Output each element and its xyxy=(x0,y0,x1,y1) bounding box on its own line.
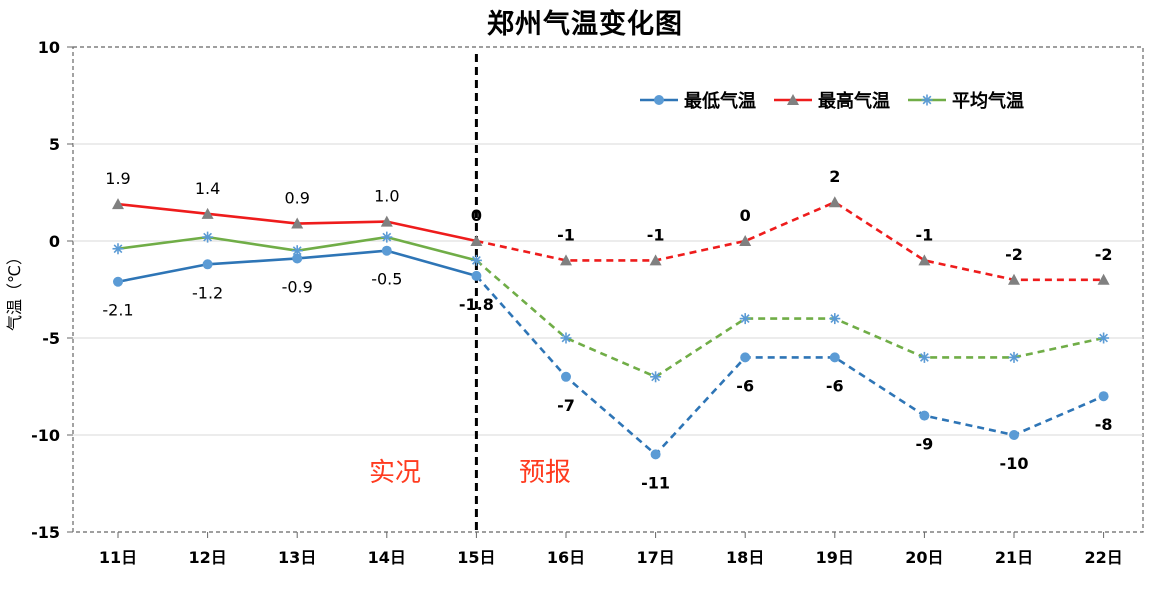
data-label: -6 xyxy=(826,376,844,395)
x-tick-label: 20日 xyxy=(905,548,943,567)
point-marker xyxy=(113,276,123,287)
legend-label: 平均气温 xyxy=(952,90,1024,112)
x-tick-label: 22日 xyxy=(1084,548,1122,567)
region-label-observed: 实况 xyxy=(369,458,421,488)
data-label: -1 xyxy=(647,225,665,244)
point-marker xyxy=(649,254,662,266)
data-label: -2 xyxy=(1095,245,1113,264)
point-marker xyxy=(650,449,661,460)
data-label: -0.9 xyxy=(282,277,313,296)
data-label: -7 xyxy=(557,396,575,415)
y-tick-label: 5 xyxy=(49,135,60,154)
point-marker xyxy=(828,196,841,208)
legend: 最低气温 最高气温 平均气温 xyxy=(640,90,1024,112)
legend-label: 最低气温 xyxy=(684,90,756,112)
series-平均气温 xyxy=(112,231,1110,383)
data-label: 0.9 xyxy=(284,189,309,208)
point-marker xyxy=(470,235,483,246)
data-label: -1.2 xyxy=(192,283,223,302)
point-marker xyxy=(560,254,572,266)
data-label: -1 xyxy=(916,225,934,244)
series-line-forecast xyxy=(475,275,1105,456)
point-marker xyxy=(112,198,124,210)
point-marker xyxy=(381,245,392,256)
legend-item: 最高气温 xyxy=(774,90,890,112)
point-marker xyxy=(202,259,213,270)
data-label: -2.1 xyxy=(102,301,133,320)
data-label: -0.5 xyxy=(371,270,402,289)
y-tick-label: -5 xyxy=(42,329,60,348)
point-marker xyxy=(787,94,799,105)
data-label: 2 xyxy=(829,167,840,186)
y-tick-label: -15 xyxy=(31,523,60,542)
data-label: -1 xyxy=(557,225,575,244)
point-marker xyxy=(561,371,571,382)
point-marker xyxy=(829,352,840,363)
point-marker xyxy=(292,253,303,264)
data-label: 1.9 xyxy=(105,169,130,188)
data-label: 0 xyxy=(740,206,751,225)
x-tick-label: 18日 xyxy=(726,548,764,567)
point-marker xyxy=(201,207,214,219)
data-label: -11 xyxy=(641,473,670,492)
gridlines xyxy=(73,143,1143,436)
x-tick-label: 15日 xyxy=(457,548,495,567)
point-marker xyxy=(471,270,482,281)
series-最高气温 xyxy=(112,196,1110,285)
point-marker xyxy=(739,235,752,246)
x-tick-label: 19日 xyxy=(816,548,854,567)
x-tick-label: 17日 xyxy=(636,548,674,567)
point-marker xyxy=(1009,430,1019,440)
legend-item: 平均气温 xyxy=(908,90,1024,112)
series-layer xyxy=(112,196,1110,460)
plot-area-border xyxy=(72,46,1144,533)
x-tick-label: 12日 xyxy=(188,548,226,567)
series-line-forecast xyxy=(476,200,1104,282)
point-marker xyxy=(380,215,393,227)
legend-label: 最高气温 xyxy=(818,90,890,112)
x-tick-label: 14日 xyxy=(368,548,406,567)
region-label-forecast: 预报 xyxy=(519,458,571,488)
data-label: -6 xyxy=(736,376,754,395)
y-axis-label: 气温（℃） xyxy=(5,249,24,331)
data-label: 0 xyxy=(471,206,482,225)
point-marker xyxy=(654,95,664,105)
x-tick-label: 16日 xyxy=(547,548,585,567)
point-marker xyxy=(1008,273,1020,285)
data-label: -1.8 xyxy=(459,295,494,314)
point-marker xyxy=(919,410,930,421)
data-label: -10 xyxy=(1000,454,1029,473)
x-axis-ticks: 11日 12日 13日 14日 15日 16日 17日 18日 19日 20日 21日 22日 xyxy=(99,532,1123,567)
x-tick-label: 11日 xyxy=(99,548,137,567)
x-tick-label: 13日 xyxy=(278,548,316,567)
point-marker xyxy=(291,217,304,229)
point-marker xyxy=(1098,391,1109,402)
chart-title: 郑州气温变化图 xyxy=(487,9,683,40)
legend-item: 最低气温 xyxy=(640,90,756,112)
data-label: -2 xyxy=(1005,245,1023,264)
y-tick-label: 10 xyxy=(38,38,60,57)
y-tick-label: 0 xyxy=(49,232,60,251)
data-label: 1.4 xyxy=(195,179,220,198)
point-marker xyxy=(740,352,751,363)
y-axis-ticks: 10 5 0 -5 -10 -15 xyxy=(31,38,73,542)
series-line-forecast xyxy=(475,259,1104,379)
data-label: 1.0 xyxy=(374,187,399,206)
data-label: -9 xyxy=(916,435,934,454)
y-tick-label: -10 xyxy=(31,426,60,445)
x-tick-label: 21日 xyxy=(995,548,1033,567)
point-marker xyxy=(1097,273,1110,285)
point-marker xyxy=(918,254,931,266)
series-最低气温 xyxy=(113,245,1109,460)
data-labels: -2.1-1.2 -0.9 -0.5-1.8-7-11-6 -6-9-10-81.91… xyxy=(102,167,1112,492)
data-label: -8 xyxy=(1095,415,1113,434)
